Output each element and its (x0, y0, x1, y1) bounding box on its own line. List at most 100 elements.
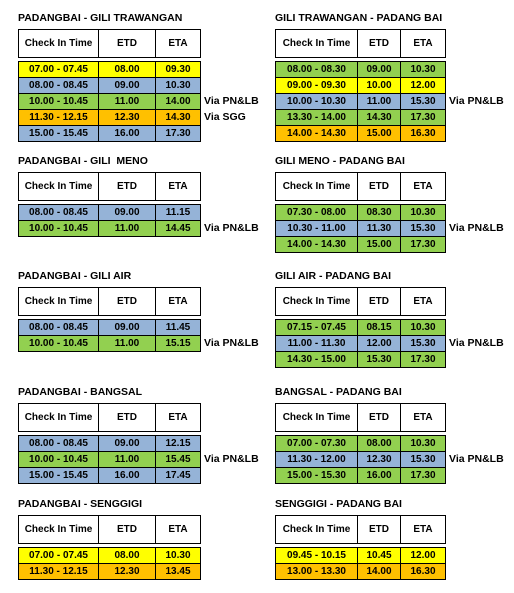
table-title: BANGSAL - PADANG BAI (275, 386, 402, 398)
header-cell: ETA (155, 172, 201, 201)
time-cell: 08.00 - 08.45 (18, 204, 99, 221)
time-cell: 12.00 (400, 77, 446, 94)
time-cell: 15.45 (155, 451, 201, 468)
header-cell: ETA (155, 29, 201, 58)
time-cell: 07.00 - 07.45 (18, 547, 99, 564)
table-title: PADANGBAI - GILI MENO (18, 155, 148, 167)
time-cell: 07.30 - 08.00 (275, 204, 358, 221)
time-cell: 09.45 - 10.15 (275, 547, 358, 564)
time-cell: 07.00 - 07.45 (18, 61, 99, 78)
time-cell: 10.30 (155, 77, 201, 94)
header-cell: ETD (357, 172, 401, 201)
route-note: Via PN&LB (449, 95, 504, 107)
time-cell: 11.00 - 11.30 (275, 335, 358, 352)
time-cell: 14.00 - 14.30 (275, 125, 358, 142)
header-cell: ETA (400, 515, 446, 544)
header-cell: Check In Time (18, 515, 99, 544)
time-cell: 11.30 - 12.00 (275, 451, 358, 468)
time-cell: 16.00 (357, 467, 401, 484)
time-cell: 08.00 (98, 547, 156, 564)
time-cell: 10.30 (155, 547, 201, 564)
time-cell: 14.00 (155, 93, 201, 110)
time-cell: 14.30 (155, 109, 201, 126)
time-cell: 15.00 (357, 125, 401, 142)
time-cell: 08.15 (357, 319, 401, 336)
header-cell: Check In Time (18, 287, 99, 316)
time-cell: 15.30 (400, 451, 446, 468)
route-note: Via PN&LB (204, 453, 259, 465)
time-cell: 13.30 - 14.00 (275, 109, 358, 126)
time-cell: 12.30 (98, 109, 156, 126)
table-title: PADANGBAI - GILI TRAWANGAN (18, 12, 183, 24)
header-cell: ETD (357, 29, 401, 58)
time-cell: 10.00 - 10.45 (18, 335, 99, 352)
time-cell: 12.15 (155, 435, 201, 452)
time-cell: 14.00 - 14.30 (275, 236, 358, 253)
header-cell: Check In Time (275, 287, 358, 316)
time-cell: 11.30 (357, 220, 401, 237)
time-cell: 10.00 (357, 77, 401, 94)
header-cell: Check In Time (18, 29, 99, 58)
table-title: SENGGIGI - PADANG BAI (275, 498, 402, 510)
header-cell: ETD (357, 515, 401, 544)
time-cell: 09.00 (98, 435, 156, 452)
time-cell: 15.30 (400, 220, 446, 237)
header-cell: ETD (98, 287, 156, 316)
time-cell: 10.30 (400, 204, 446, 221)
time-cell: 07.15 - 07.45 (275, 319, 358, 336)
time-cell: 15.30 (357, 351, 401, 368)
time-cell: 16.00 (98, 467, 156, 484)
time-cell: 17.45 (155, 467, 201, 484)
header-cell: ETA (400, 403, 446, 432)
header-cell: ETD (98, 403, 156, 432)
time-cell: 11.30 - 12.15 (18, 563, 99, 580)
time-cell: 14.30 (357, 109, 401, 126)
time-cell: 17.30 (400, 351, 446, 368)
time-cell: 10.30 (400, 435, 446, 452)
header-cell: Check In Time (18, 172, 99, 201)
header-cell: ETA (400, 172, 446, 201)
route-note: Via PN&LB (449, 222, 504, 234)
time-cell: 12.30 (98, 563, 156, 580)
time-cell: 16.00 (98, 125, 156, 142)
time-cell: 10.30 (400, 61, 446, 78)
time-cell: 14.30 - 15.00 (275, 351, 358, 368)
time-cell: 10.00 - 10.30 (275, 93, 358, 110)
time-cell: 11.00 (98, 451, 156, 468)
time-cell: 10.00 - 10.45 (18, 451, 99, 468)
route-note: Via PN&LB (449, 337, 504, 349)
time-cell: 15.30 (400, 93, 446, 110)
route-note: Via PN&LB (204, 337, 259, 349)
time-cell: 16.30 (400, 125, 446, 142)
header-cell: ETA (155, 287, 201, 316)
time-cell: 11.00 (98, 220, 156, 237)
time-cell: 08.00 (357, 435, 401, 452)
time-cell: 11.00 (98, 335, 156, 352)
time-cell: 14.45 (155, 220, 201, 237)
time-cell: 09.00 (98, 204, 156, 221)
time-cell: 11.15 (155, 204, 201, 221)
time-cell: 09.00 (98, 319, 156, 336)
time-cell: 12.30 (357, 451, 401, 468)
route-note: Via PN&LB (449, 453, 504, 465)
time-cell: 16.30 (400, 563, 446, 580)
header-cell: ETD (98, 515, 156, 544)
header-cell: ETA (400, 29, 446, 58)
time-cell: 10.00 - 10.45 (18, 220, 99, 237)
header-cell: ETD (98, 172, 156, 201)
header-cell: ETA (155, 403, 201, 432)
header-cell: ETD (98, 29, 156, 58)
time-cell: 15.00 - 15.45 (18, 125, 99, 142)
table-title: GILI MENO - PADANG BAI (275, 155, 405, 167)
time-cell: 09.00 - 09.30 (275, 77, 358, 94)
time-cell: 13.00 - 13.30 (275, 563, 358, 580)
table-title: PADANGBAI - GILI AIR (18, 270, 132, 282)
header-cell: ETD (357, 287, 401, 316)
time-cell: 08.00 - 08.45 (18, 435, 99, 452)
time-cell: 08.00 - 08.45 (18, 319, 99, 336)
time-cell: 07.00 - 07.30 (275, 435, 358, 452)
time-cell: 17.30 (400, 236, 446, 253)
time-cell: 12.00 (357, 335, 401, 352)
table-title: PADANGBAI - SENGGIGI (18, 498, 143, 510)
